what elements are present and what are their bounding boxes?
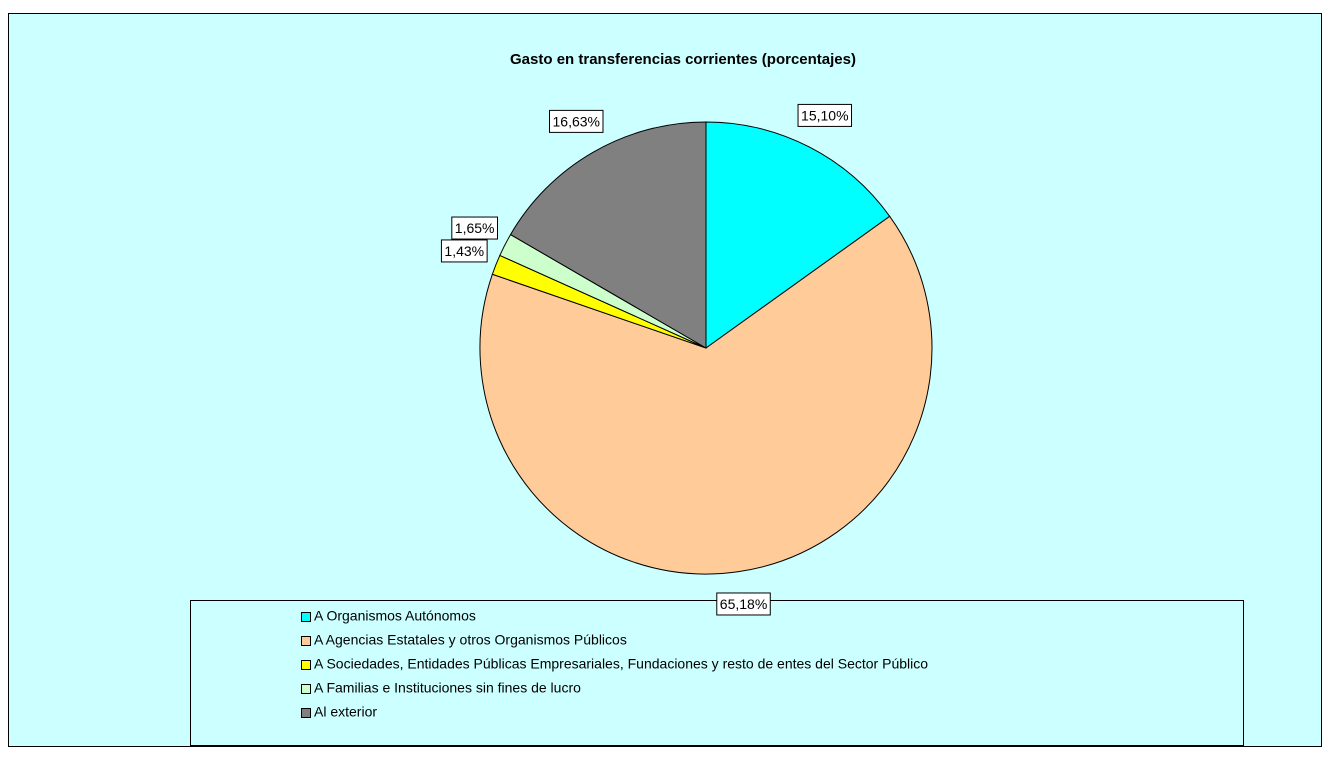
data-label: 15,10%: [801, 107, 848, 123]
legend-label: A Organismos Autónomos: [314, 608, 476, 624]
data-label-box: [549, 109, 604, 133]
legend-label: Al exterior: [314, 704, 377, 720]
data-label-box: [440, 239, 488, 263]
legend-label: A Sociedades, Entidades Públicas Empresa…: [314, 656, 928, 672]
data-label: 16,63%: [553, 113, 600, 129]
legend-label: A Familias e Instituciones sin fines de …: [314, 680, 581, 696]
pie-slice: [509, 121, 707, 349]
legend-label: A Agencias Estatales y otros Organismos …: [314, 632, 627, 648]
legend-marker: [301, 612, 311, 622]
data-label-box: [451, 216, 499, 240]
legend-marker: [301, 660, 311, 670]
data-label-box: [716, 592, 771, 616]
data-label: 65,18%: [720, 596, 767, 612]
data-label: 1,43%: [444, 243, 484, 259]
pie-slice: [479, 215, 933, 575]
data-label: 1,65%: [455, 220, 495, 236]
legend-marker: [301, 684, 311, 694]
pie-slice: [705, 121, 891, 349]
data-label-box: [797, 103, 853, 127]
legend: [190, 600, 1244, 746]
legend-marker: [301, 636, 311, 646]
legend-marker: [301, 708, 311, 718]
chart-title: Gasto en transferencias corrientes (porc…: [510, 51, 856, 68]
